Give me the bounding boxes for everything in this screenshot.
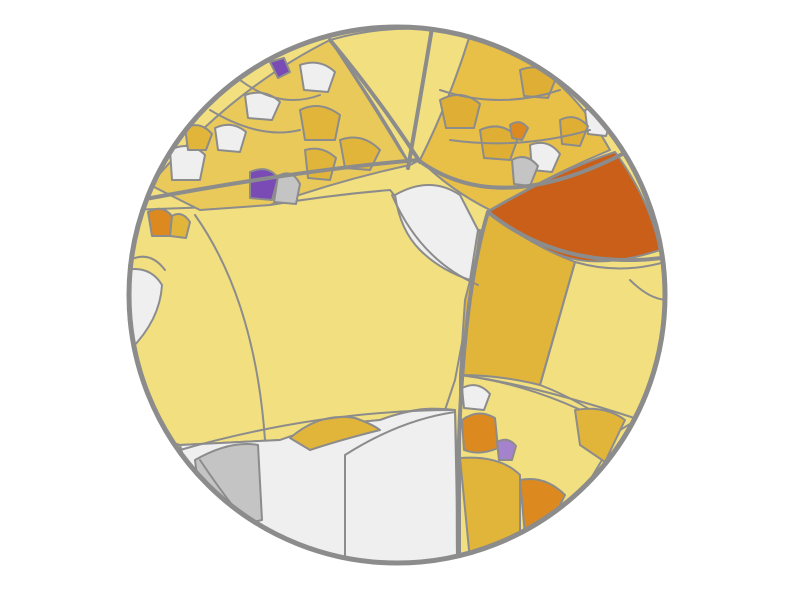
edge-tr-mosaic-b <box>449 129 591 145</box>
edge-tl-mosaic-b <box>239 79 321 101</box>
cell-gold-tl-c <box>304 147 337 181</box>
geodesic-top-left <box>138 158 420 202</box>
geodesic-top-right <box>416 148 632 190</box>
cell-orange-small <box>461 412 499 454</box>
cell-left-orange <box>147 207 173 237</box>
cell-bottom-big-gray <box>344 411 459 563</box>
edge-center-gray <box>391 194 479 286</box>
edge-left-curve <box>194 214 266 441</box>
cell-gold-tl-b <box>339 136 381 171</box>
disk-boundary <box>126 24 668 566</box>
cell-mid-gray-tr <box>511 156 539 187</box>
cell-left-gold-a <box>169 213 191 239</box>
geodesic-rust-bottom <box>486 210 664 262</box>
disk-contents <box>129 27 665 563</box>
cell-gold-tl-a <box>299 105 341 141</box>
cell-bottom-right-gold <box>459 456 521 561</box>
edge-tr-mosaic-a <box>439 89 561 101</box>
cell-purple-b <box>269 57 291 79</box>
cell-gold-tr-d <box>559 116 589 147</box>
cell-light-br-a <box>461 384 491 411</box>
edge-gold-right <box>539 261 576 386</box>
cell-orange-tr <box>509 121 529 141</box>
cell-gold-tr-a <box>439 93 481 129</box>
cell-gold-right-lower <box>574 407 626 463</box>
geodesic-top-center <box>406 27 434 170</box>
region-center-gray-cluster <box>394 184 479 281</box>
edge-tl-mosaic-a <box>209 109 301 134</box>
cell-light-a <box>169 145 206 181</box>
geodesic-center-vertical <box>455 210 490 562</box>
cell-light-c <box>299 61 336 93</box>
cell-light-d <box>214 123 247 153</box>
cell-lavender <box>496 438 517 461</box>
cell-purple-a <box>249 168 279 201</box>
cell-left-gray <box>129 268 163 351</box>
edge-bottom-curve <box>179 409 456 451</box>
